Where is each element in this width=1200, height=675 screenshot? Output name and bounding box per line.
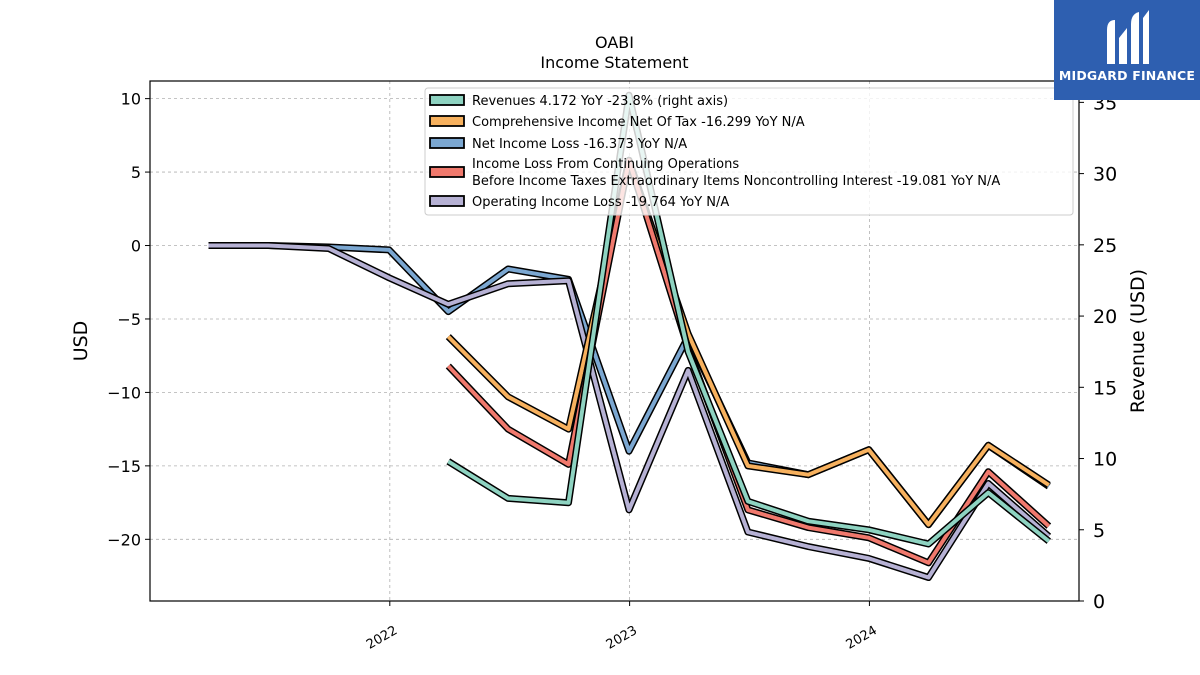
y-tick-label-right: 30 [1093,164,1117,186]
series-line [208,243,1050,527]
y-tick-label-right: 5 [1093,520,1105,542]
y-tick-label-right: 20 [1093,306,1117,328]
series-line [446,158,1051,565]
legend-label: Net Income Loss -16.373 YoY N/A [472,137,687,152]
y-tick-label-left: 5 [131,163,141,182]
chart-subtitle: Income Statement [540,53,688,72]
series-line [447,93,1051,546]
series-line [208,243,1051,580]
legend-box [424,87,1074,216]
x-tick-label: 2022 [364,623,400,653]
legend-swatch [429,94,465,106]
midgard-finance-logo: MIDGARD FINANCE [1054,0,1200,100]
y-axis-label-left: USD [70,321,92,362]
x-tick-label: 2024 [844,623,880,653]
y-tick-label-right: 10 [1093,449,1117,471]
y-axis-label-right: Revenue (USD) [1127,269,1149,413]
y-tick-label-left: 10 [121,90,141,109]
legend-label: Income Loss From Continuing Operations [472,157,739,172]
y-tick-label-right: 25 [1093,235,1117,257]
legend-label: Revenues 4.172 YoY -23.8% (right axis) [472,94,728,109]
plot-frame [149,80,1080,602]
legend-label: Comprehensive Income Net Of Tax -16.299 … [472,115,805,130]
logo-text: MIDGARD FINANCE [1058,68,1196,83]
plot-lines [208,91,1052,581]
legend-label: Before Income Taxes Extraordinary Items … [472,174,1000,189]
y-tick-label-right: 0 [1093,591,1105,613]
legend-swatch [429,195,465,207]
series-line-outline [208,242,1052,581]
legend: Revenues 4.172 YoY -23.8% (right axis) Co… [424,87,1074,216]
legend-swatch [429,115,465,127]
legend-swatch [429,166,465,178]
series-line-outline [208,242,1051,529]
chart-title: OABI [595,33,634,52]
y-tick-label-left: 0 [131,237,141,256]
x-tick-label: 2023 [604,623,640,653]
logo-mark-icon [1107,10,1149,64]
series-line [446,158,1050,527]
legend-swatch [429,137,465,149]
y-tick-label-left: −15 [107,457,141,476]
y-tick-label-left: −5 [117,310,141,329]
y-tick-label-right: 15 [1093,377,1117,399]
y-tick-label-left: −10 [107,383,141,402]
y-tick-label-left: −20 [107,530,141,549]
legend-label: Operating Income Loss -19.764 YoY N/A [472,195,729,210]
